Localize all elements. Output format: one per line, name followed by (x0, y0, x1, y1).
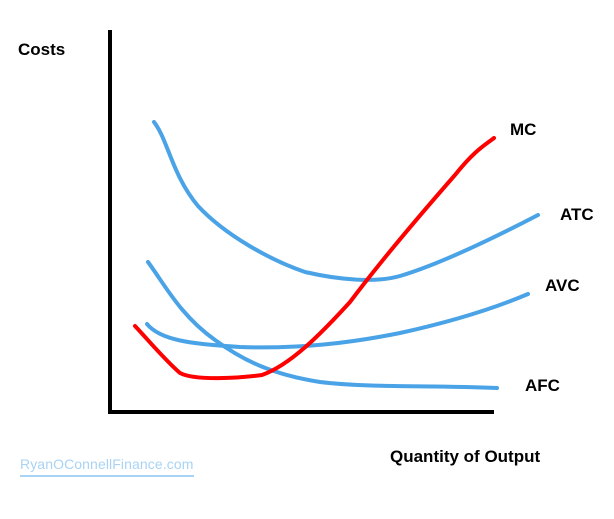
y-axis-label: Costs (18, 40, 66, 59)
afc-curve (146, 260, 499, 390)
atc-label: ATC (560, 205, 594, 224)
x-axis-label: Quantity of Output (390, 447, 541, 466)
atc-curve (152, 120, 540, 282)
afc-label: AFC (525, 376, 560, 395)
avc-label: AVC (545, 276, 580, 295)
avc-curve (145, 292, 530, 350)
mc-label: MC (510, 120, 537, 139)
watermark: RyanOConnellFinance.com (20, 456, 194, 477)
mc-curve (133, 136, 496, 381)
